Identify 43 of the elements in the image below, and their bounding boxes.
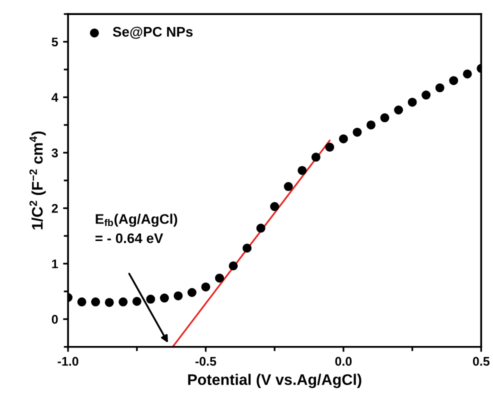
point [215, 274, 224, 283]
point [435, 83, 444, 92]
x-tick-label: -1.0 [58, 356, 78, 366]
point [449, 76, 458, 86]
point [160, 294, 169, 303]
point [256, 224, 266, 233]
point [104, 298, 114, 307]
y-tick-label: 5 [52, 38, 58, 46]
point [242, 244, 252, 253]
y-tick-label: 4 [52, 93, 58, 102]
point [352, 128, 362, 137]
y-tick-label: 1 [52, 260, 58, 268]
point [408, 98, 417, 107]
point [187, 288, 196, 297]
point [270, 202, 280, 212]
point [380, 113, 390, 122]
point [325, 142, 334, 152]
y-tick-label: 0 [52, 314, 58, 324]
point [422, 90, 431, 100]
point [284, 182, 293, 192]
point [394, 106, 404, 114]
point [77, 297, 86, 306]
point [146, 294, 156, 304]
point [311, 152, 320, 162]
point [298, 166, 307, 175]
point [201, 282, 210, 292]
y-tick-label: 2 [52, 204, 58, 213]
annotation: E$_{fb}$(Ag/AgCl) = - 0.64 eV [95, 214, 178, 244]
x-axis-title: Potential (V vs.Ag/AgCl) [188, 374, 362, 388]
point [91, 297, 100, 306]
x-tick-label: 0.0 [335, 356, 352, 366]
x-tick-label: -0.5 [195, 356, 216, 366]
legend-label: Se@PC NPs [112, 26, 193, 39]
point [338, 134, 348, 144]
y-tick-label: 3 [52, 148, 58, 158]
point [228, 261, 238, 270]
y-axis-title: 1/C$^{2}$ (F$^{−2}$ cm$^{4}$) [29, 131, 46, 230]
point [174, 291, 183, 300]
point [366, 120, 376, 130]
x-tick-label: 0.5 [472, 356, 490, 366]
point [118, 297, 128, 306]
point [462, 69, 472, 78]
point [132, 296, 142, 306]
